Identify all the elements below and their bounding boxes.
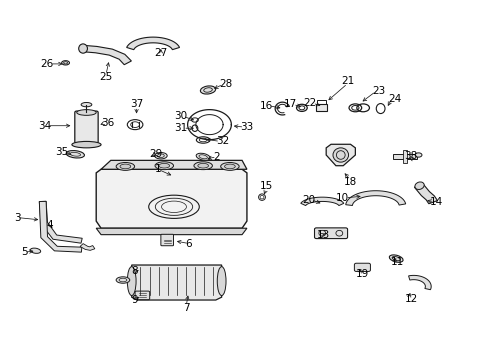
Text: 32: 32 — [216, 136, 229, 147]
FancyBboxPatch shape — [135, 291, 149, 300]
Ellipse shape — [198, 163, 208, 168]
Text: 22: 22 — [303, 98, 316, 108]
Text: 23: 23 — [371, 86, 385, 96]
Ellipse shape — [220, 162, 239, 170]
Ellipse shape — [77, 110, 96, 115]
Text: 2: 2 — [212, 152, 219, 162]
Text: 28: 28 — [219, 79, 232, 89]
Text: 5: 5 — [21, 247, 27, 257]
Text: 35: 35 — [55, 147, 68, 157]
Ellipse shape — [154, 153, 167, 159]
Ellipse shape — [224, 164, 235, 169]
Polygon shape — [82, 45, 131, 65]
Polygon shape — [402, 150, 407, 163]
Text: 17: 17 — [283, 99, 296, 109]
Bar — [316, 104, 326, 111]
Ellipse shape — [116, 162, 134, 170]
Text: 15: 15 — [259, 181, 272, 192]
Text: 31: 31 — [174, 123, 187, 133]
FancyBboxPatch shape — [354, 263, 370, 271]
Polygon shape — [96, 228, 246, 235]
Text: 10: 10 — [335, 193, 348, 203]
Text: 9: 9 — [131, 295, 138, 305]
FancyBboxPatch shape — [314, 228, 347, 239]
Polygon shape — [300, 197, 343, 206]
Ellipse shape — [200, 86, 215, 94]
Text: 12: 12 — [404, 294, 417, 303]
Text: 37: 37 — [130, 99, 143, 109]
Polygon shape — [325, 144, 355, 166]
Ellipse shape — [155, 162, 173, 170]
Text: 11: 11 — [389, 257, 403, 267]
Ellipse shape — [81, 103, 92, 107]
Ellipse shape — [414, 182, 423, 189]
Polygon shape — [413, 184, 437, 204]
Polygon shape — [392, 154, 416, 159]
Polygon shape — [131, 265, 221, 300]
Ellipse shape — [79, 44, 87, 53]
Polygon shape — [345, 191, 405, 206]
Ellipse shape — [217, 267, 225, 296]
Text: 26: 26 — [41, 59, 54, 69]
Text: 29: 29 — [149, 149, 163, 159]
Polygon shape — [408, 275, 430, 290]
Ellipse shape — [127, 267, 136, 296]
Polygon shape — [80, 244, 95, 250]
Text: 19: 19 — [355, 269, 368, 279]
Text: 21: 21 — [340, 76, 353, 86]
Ellipse shape — [388, 255, 402, 262]
Ellipse shape — [159, 163, 169, 168]
Ellipse shape — [194, 162, 212, 170]
Text: 13: 13 — [316, 230, 329, 240]
Text: 1: 1 — [155, 164, 162, 174]
Text: 20: 20 — [301, 195, 314, 204]
Polygon shape — [126, 37, 179, 50]
Text: 6: 6 — [185, 239, 191, 249]
Text: 34: 34 — [38, 121, 51, 131]
Polygon shape — [39, 201, 82, 243]
Ellipse shape — [116, 277, 129, 283]
Bar — [317, 100, 325, 104]
FancyBboxPatch shape — [75, 111, 98, 143]
Text: 30: 30 — [174, 111, 187, 121]
Text: 14: 14 — [429, 197, 443, 207]
Text: 8: 8 — [131, 266, 138, 276]
Ellipse shape — [30, 248, 41, 253]
Polygon shape — [96, 169, 246, 228]
Text: 36: 36 — [101, 118, 114, 128]
Ellipse shape — [66, 150, 84, 158]
Ellipse shape — [332, 148, 348, 162]
Text: 38: 38 — [404, 152, 417, 161]
Text: 33: 33 — [240, 122, 253, 132]
Text: 25: 25 — [99, 72, 112, 82]
Ellipse shape — [120, 164, 130, 169]
Text: 27: 27 — [154, 48, 167, 58]
Text: 24: 24 — [387, 94, 400, 104]
Text: 16: 16 — [259, 101, 272, 111]
Text: 3: 3 — [14, 212, 21, 222]
Ellipse shape — [72, 141, 101, 148]
Text: 4: 4 — [46, 220, 53, 230]
Polygon shape — [39, 201, 81, 252]
Text: 18: 18 — [343, 177, 356, 187]
Polygon shape — [101, 160, 246, 169]
Ellipse shape — [414, 153, 421, 157]
FancyBboxPatch shape — [161, 234, 173, 246]
Text: 7: 7 — [183, 303, 189, 313]
Ellipse shape — [196, 153, 210, 160]
